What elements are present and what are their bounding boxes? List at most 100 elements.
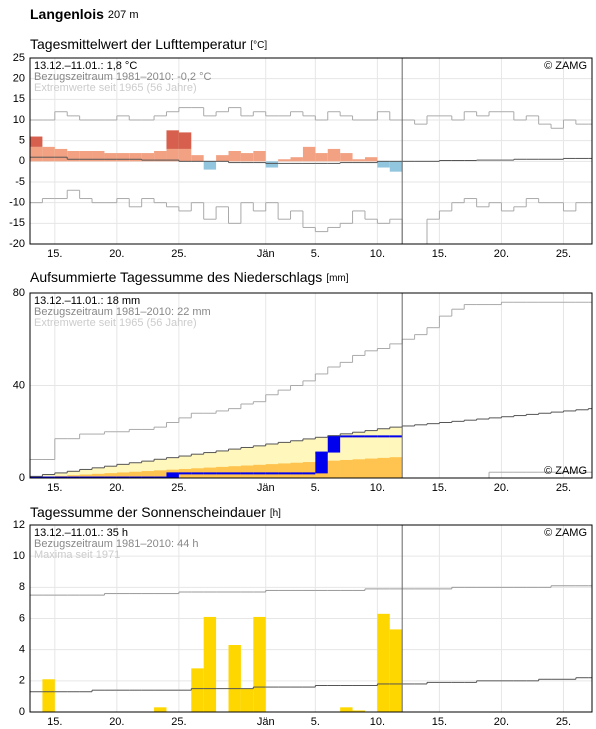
area-segment xyxy=(265,464,279,478)
bar xyxy=(178,148,192,162)
note: Bezugszeitraum 1981–2010: 22 mm xyxy=(34,306,211,318)
y-tick-label: 4 xyxy=(19,644,25,656)
x-tick-label: 15. xyxy=(432,248,447,260)
x-tick-label: 25. xyxy=(556,482,571,494)
plot-area xyxy=(30,301,592,478)
y-tick-label: 12 xyxy=(13,519,25,531)
note: Bezugszeitraum 1981–2010: 44 h xyxy=(34,538,199,550)
bar xyxy=(327,148,341,162)
bar xyxy=(54,148,68,162)
title-text: Tagesmittelwert der Lufttemperatur xyxy=(30,36,247,52)
bar xyxy=(178,132,192,149)
y-tick-label: 0 xyxy=(19,706,25,718)
title-unit: [°C] xyxy=(250,40,267,51)
area-segment xyxy=(104,466,118,478)
area-segment xyxy=(42,474,56,478)
x-tick-label: 25. xyxy=(171,248,186,260)
area-segment xyxy=(92,467,105,478)
area-segment xyxy=(327,460,341,478)
area-segment xyxy=(154,470,167,478)
bar xyxy=(377,613,390,712)
x-tick-label: 25. xyxy=(556,248,571,260)
bar xyxy=(290,157,303,162)
y-tick-label: 0 xyxy=(19,472,25,484)
bar xyxy=(352,159,365,162)
bar xyxy=(191,155,204,162)
bar xyxy=(42,679,55,712)
chart-title: Aufsummierte Tagessumme des Niederschlag… xyxy=(30,269,349,285)
y-tick-label: 80 xyxy=(13,287,25,299)
x-tick-label: 5. xyxy=(311,248,320,260)
bar xyxy=(191,668,204,712)
area-segment xyxy=(104,473,118,478)
bar xyxy=(389,161,403,172)
area-segment xyxy=(340,459,353,478)
x-tick-label: 15. xyxy=(47,716,62,728)
x-tick-label: 5. xyxy=(311,482,320,494)
y-tick-label: 15 xyxy=(13,93,25,105)
plot-area xyxy=(30,585,592,712)
bar xyxy=(203,161,217,170)
area-segment xyxy=(67,471,80,478)
bar xyxy=(42,146,55,162)
bar xyxy=(352,710,365,712)
bar xyxy=(253,616,266,712)
bar xyxy=(253,151,266,162)
bar xyxy=(166,130,179,149)
x-tick-label: 15. xyxy=(432,716,447,728)
x-tick-label: Jän xyxy=(257,248,275,260)
x-tick-label: 15. xyxy=(47,248,62,260)
x-tick-label: 20. xyxy=(494,248,509,260)
x-tick-label: 25. xyxy=(556,716,571,728)
title-text: Tagessumme der Sonnenscheindauer xyxy=(30,504,266,520)
copyright: © ZAMG xyxy=(544,527,587,539)
x-tick-label: 10. xyxy=(370,716,385,728)
bar xyxy=(30,146,43,162)
area-segment xyxy=(79,474,93,478)
bar xyxy=(203,616,217,712)
y-tick-label: 5 xyxy=(19,135,25,147)
area-segment xyxy=(129,471,142,478)
area-segment xyxy=(278,463,291,478)
increment xyxy=(166,473,179,478)
x-tick-label: 10. xyxy=(370,482,385,494)
title-unit: [h] xyxy=(270,508,281,519)
x-tick-label: 5. xyxy=(311,716,320,728)
bar xyxy=(30,136,43,147)
bar xyxy=(116,153,130,162)
area-segment xyxy=(364,458,378,478)
header: Langenlois 207 m xyxy=(30,6,138,22)
plot-frame xyxy=(29,292,593,479)
plot-area xyxy=(30,107,592,244)
title-text: Aufsummierte Tagessumme des Niederschlag… xyxy=(30,269,322,285)
bar xyxy=(340,707,353,712)
bar xyxy=(67,151,80,162)
y-tick-label: -5 xyxy=(15,176,25,188)
bar xyxy=(377,161,390,168)
increment xyxy=(327,436,341,453)
bar xyxy=(240,153,254,162)
area-segment xyxy=(141,471,155,478)
x-tick-label: Jän xyxy=(257,482,275,494)
bar xyxy=(166,148,179,162)
note: Bezugszeitraum 1981–2010: -0,2 °C xyxy=(34,71,212,83)
x-tick-label: 20. xyxy=(109,248,124,260)
bar xyxy=(92,151,105,162)
y-tick-label: -10 xyxy=(9,197,25,209)
x-tick-label: 25. xyxy=(171,482,186,494)
x-tick-label: 20. xyxy=(494,482,509,494)
bar xyxy=(240,688,254,712)
area-segment xyxy=(79,469,93,478)
x-tick-label: Jän xyxy=(257,716,275,728)
copyright: © ZAMG xyxy=(544,465,587,477)
chart-title: Tagesmittelwert der Lufttemperatur [°C] xyxy=(30,36,267,52)
x-tick-label: 15. xyxy=(47,482,62,494)
y-tick-label: 10 xyxy=(13,550,25,562)
y-tick-label: 8 xyxy=(19,581,25,593)
bar xyxy=(340,153,353,162)
x-tick-label: 15. xyxy=(432,482,447,494)
bar xyxy=(315,153,328,162)
x-tick-label: 20. xyxy=(109,716,124,728)
area-segment xyxy=(389,457,403,478)
elevation: 207 m xyxy=(108,9,139,21)
